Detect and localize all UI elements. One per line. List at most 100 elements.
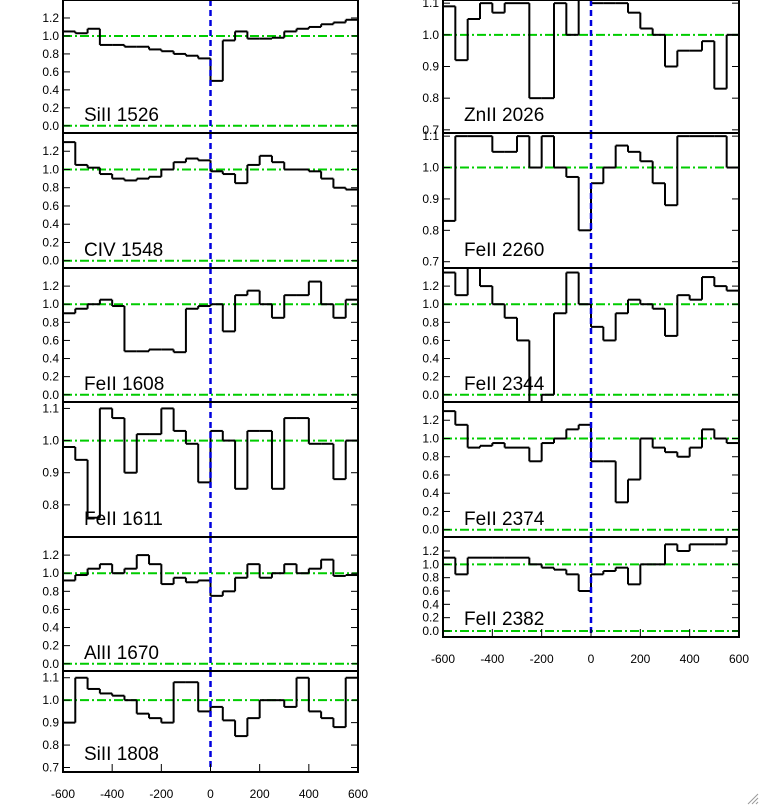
panel-label: SiII 1526: [84, 105, 159, 126]
y-tick-label: 0.8: [422, 223, 439, 237]
plot-area: [443, 0, 739, 100]
y-tick-label: 0.9: [422, 60, 439, 74]
y-tick-label: 0.2: [42, 235, 59, 249]
y-tick-label: 0.4: [422, 352, 439, 366]
y-tick-label: 0.6: [42, 602, 59, 616]
y-tick-label: 0.0: [42, 119, 59, 133]
x-tick-label: -200: [149, 787, 173, 801]
x-tick-label: -200: [530, 652, 554, 666]
x-tick-label: 600: [729, 652, 749, 666]
panel-label: SiII 1808: [84, 744, 159, 765]
panel-label: FeII 2260: [464, 240, 544, 261]
panel: 0.0 0.2 0.4 0.6 0.8 1.0 1.2 FeII 1608: [42, 267, 359, 403]
y-tick-label: 0.9: [422, 192, 439, 206]
panel: 0.0 0.2 0.4 0.6 0.8 1.0 1.2 FeII 2374: [422, 401, 740, 538]
y-tick-label: 0.2: [422, 611, 439, 625]
x-tick-label: -400: [100, 787, 124, 801]
y-tick-label: 0.4: [42, 217, 59, 231]
y-tick-label: 0.6: [422, 333, 439, 347]
panel-label: ZnII 2026: [464, 105, 544, 126]
y-tick-label: 0.2: [422, 370, 439, 384]
y-tick-label: 0.4: [422, 486, 439, 500]
y-tick-label: 1.2: [42, 279, 59, 293]
y-tick-label: 0.0: [42, 254, 59, 268]
y-tick-label: 1.1: [422, 0, 439, 10]
y-tick-label: 0.2: [422, 504, 439, 518]
plot-area: [63, 407, 358, 519]
x-tick-label: -600: [51, 787, 75, 801]
y-tick-label: 1.2: [422, 279, 439, 293]
y-tick-label: 0.2: [42, 639, 59, 653]
y-tick-label: 0.6: [422, 468, 439, 482]
panel: 0.7 0.8 0.9 1.0 1.1 ZnII 2026: [422, 0, 740, 137]
y-tick-label: 0.0: [422, 624, 439, 638]
y-tick-label: 1.2: [42, 548, 59, 562]
y-tick-label: 0.8: [42, 47, 59, 61]
panel: 0.0 0.2 0.4 0.6 0.8 1.0 1.2 AlII 1670: [42, 536, 359, 672]
y-tick-label: 1.2: [42, 11, 59, 25]
y-tick-label: 0.4: [422, 597, 439, 611]
y-tick-label: 1.2: [42, 144, 59, 158]
y-tick-label: 1.0: [42, 434, 59, 448]
y-tick-label: 0.0: [42, 657, 59, 671]
y-tick-label: 0.7: [422, 255, 439, 269]
y-tick-label: 0.8: [422, 315, 439, 329]
y-tick-label: 1.2: [422, 413, 439, 427]
x-tick-label: 400: [680, 652, 700, 666]
panel-label: FeII 2382: [464, 609, 544, 630]
y-tick-label: 0.7: [42, 761, 59, 775]
y-tick-label: 1.0: [42, 297, 59, 311]
panel-label: FeII 2344: [464, 374, 545, 395]
x-tick-label: -400: [480, 652, 504, 666]
y-tick-label: 0.4: [42, 352, 59, 366]
plot-area: [63, 141, 358, 262]
y-tick-label: 0.0: [422, 523, 439, 537]
y-tick-label: 0.9: [42, 716, 59, 730]
panel: 0.00.20.40.60.81.01.2 -600 -400 -200 0 200 400…: [422, 536, 749, 666]
y-tick-label: 0.6: [42, 199, 59, 213]
panel: 0.8 0.9 1.0 1.1 FeII 1611: [42, 401, 359, 538]
panel-label: FeII 1608: [84, 374, 164, 395]
x-tick-label: -600: [431, 652, 455, 666]
x-tick-label: 200: [250, 787, 270, 801]
y-tick-label: 0.4: [42, 621, 59, 635]
y-tick-label: 0.7: [422, 123, 439, 137]
y-tick-label: 1.1: [42, 671, 59, 685]
y-tick-label: 0.6: [42, 333, 59, 347]
y-tick-label: 1.1: [422, 129, 439, 143]
y-tick-label: 0.2: [42, 101, 59, 115]
panel-label: FeII 1611: [84, 509, 163, 530]
y-tick-label: 0.8: [42, 584, 59, 598]
panel-label: CIV 1548: [84, 240, 163, 261]
x-tick-label: 600: [348, 787, 368, 801]
y-tick-label: 0.9: [42, 466, 59, 480]
panel: 0.7 0.8 0.9 1.0 1.1 -600 -400 -200 0 200 400 600 SiI…: [42, 670, 368, 801]
y-tick-label: 1.0: [422, 557, 439, 571]
y-tick-label: 1.0: [42, 29, 59, 43]
y-tick-label: 1.0: [42, 162, 59, 176]
y-tick-label: 0.8: [42, 181, 59, 195]
plot-area: [443, 135, 739, 232]
y-tick-label: 1.0: [422, 28, 439, 42]
panel: 0.0 0.2 0.4 0.6 0.8 1.0 1.2 CIV 1548: [42, 132, 359, 269]
y-tick-label: 1.0: [42, 693, 59, 707]
plot-area: [63, 18, 358, 127]
y-tick-label: 0.0: [422, 388, 439, 402]
y-tick-label: 0.8: [422, 450, 439, 464]
panel-label: AlII 1670: [84, 643, 159, 664]
y-tick-label: 0.2: [42, 370, 59, 384]
y-tick-label: 1.0: [422, 161, 439, 175]
plot-area: [63, 554, 358, 665]
x-tick-label: 0: [588, 652, 595, 666]
y-tick-label: 1.0: [42, 566, 59, 580]
y-tick-label: 1.1: [42, 401, 59, 415]
panel: 0.7 0.8 0.9 1.0 1.1 FeII 2260: [422, 129, 740, 269]
panel: 0.0 0.2 0.4 0.6 0.8 1.0 1.2 FeII 2344: [422, 267, 740, 403]
y-tick-label: 0.4: [42, 83, 59, 97]
resize-grip: [747, 793, 759, 805]
plot-area: [443, 268, 739, 402]
y-tick-label: 0.8: [42, 498, 59, 512]
x-tick-label: 400: [299, 787, 319, 801]
y-tick-label: 0.8: [42, 315, 59, 329]
